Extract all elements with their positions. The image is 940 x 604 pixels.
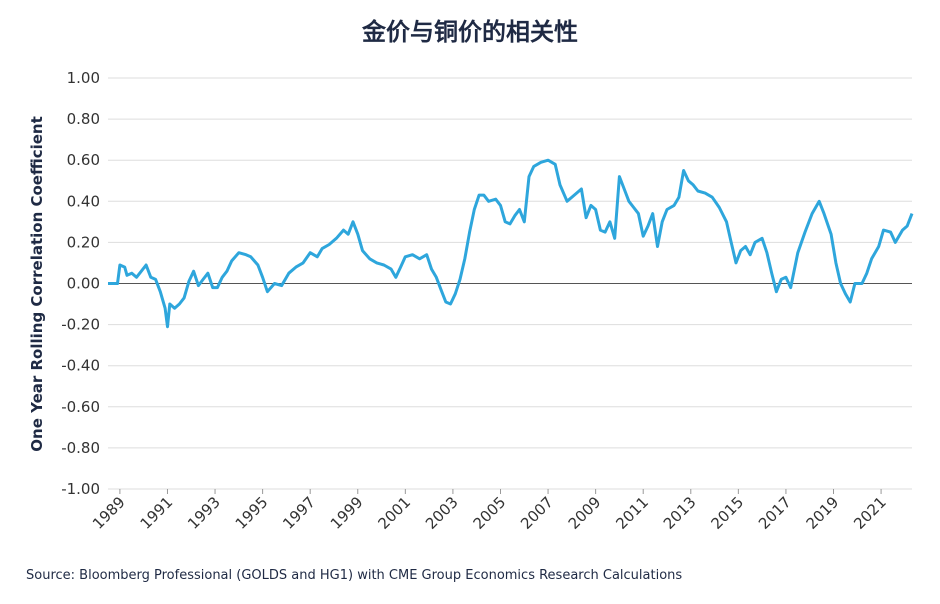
- x-tick-label: 2017: [755, 493, 795, 533]
- y-tick-label: -1.00: [61, 480, 100, 498]
- x-tick-label: 2003: [422, 493, 462, 533]
- x-tick-label: 2001: [374, 493, 414, 533]
- x-tick-label: 2019: [803, 493, 843, 533]
- x-tick-label: 1995: [232, 493, 272, 533]
- y-tick-label: -0.80: [61, 439, 100, 457]
- y-tick-label: 0.00: [67, 275, 100, 293]
- x-tick-label: 2009: [565, 493, 605, 533]
- y-tick-label: 0.60: [67, 151, 100, 169]
- x-tick-label: 2013: [660, 493, 700, 533]
- y-tick-label: 1.00: [67, 69, 100, 87]
- y-tick-label: -0.20: [61, 316, 100, 334]
- source-note: Source: Bloomberg Professional (GOLDS an…: [26, 568, 682, 583]
- x-tick-label: 2005: [470, 493, 510, 533]
- x-tick-label: 2007: [517, 493, 557, 533]
- x-tick-label: 1991: [137, 493, 177, 533]
- y-tick-label: 0.40: [67, 192, 100, 210]
- y-tick-label: -0.40: [61, 357, 100, 375]
- x-tick-label: 1993: [184, 493, 224, 533]
- x-tick-label: 1989: [89, 493, 129, 533]
- y-axis-label: One Year Rolling Correlation Coefficient: [28, 116, 46, 451]
- y-tick-label: -0.60: [61, 398, 100, 416]
- x-tick-label: 2011: [612, 493, 652, 533]
- x-tick-label: 2015: [707, 493, 747, 533]
- x-tick-label: 1999: [327, 493, 367, 533]
- x-tick-label: 2021: [850, 493, 890, 533]
- chart-title: 金价与铜价的相关性: [361, 18, 578, 46]
- x-tick-label: 1997: [279, 493, 319, 533]
- series-line: [108, 158, 914, 329]
- y-tick-label: 0.80: [67, 110, 100, 128]
- y-tick-label: 0.20: [67, 233, 100, 251]
